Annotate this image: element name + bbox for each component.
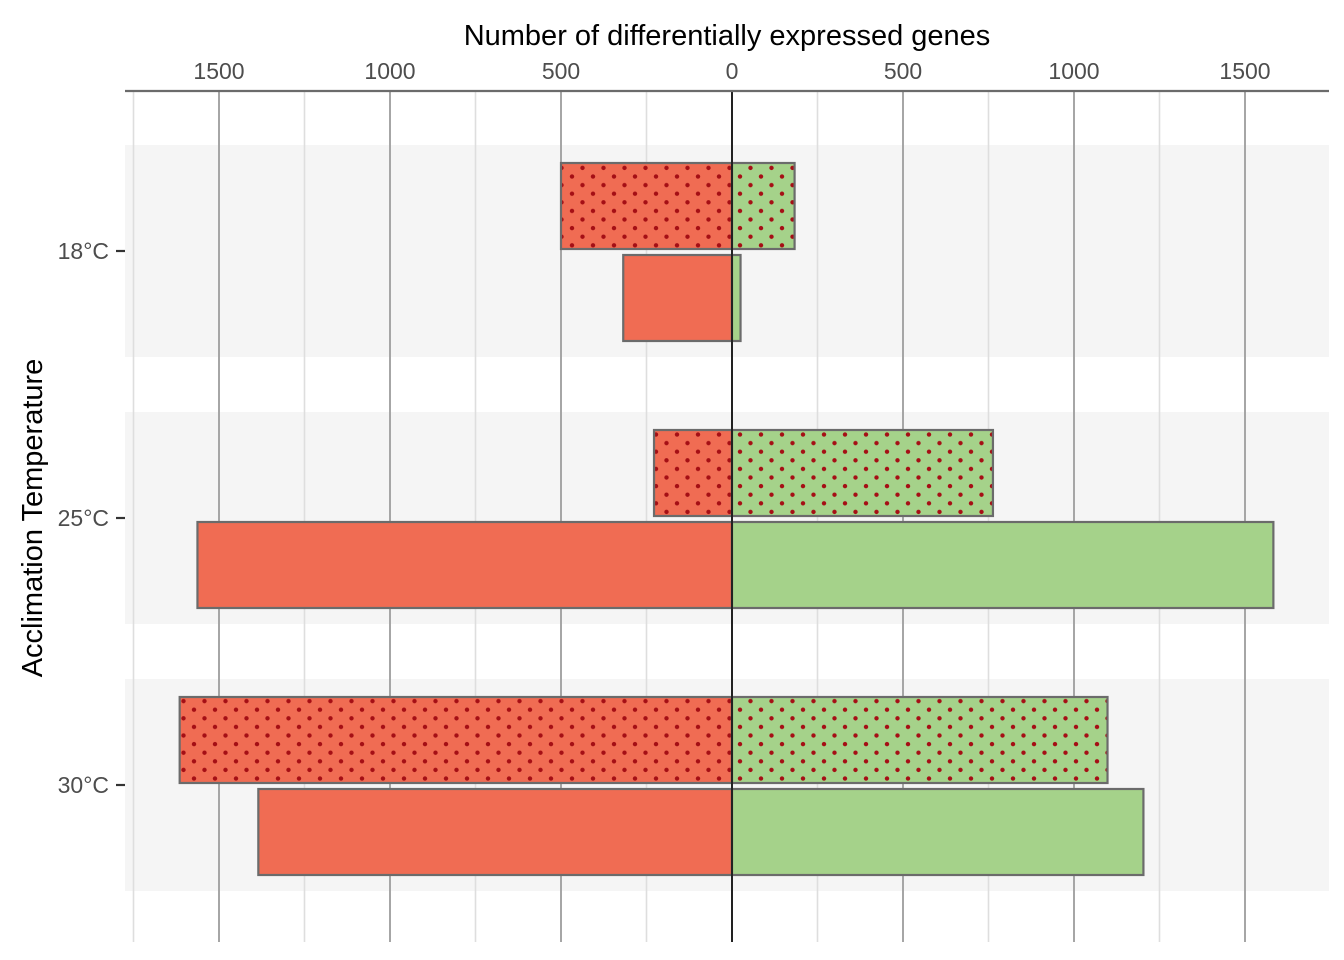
bar-up (732, 255, 741, 341)
bar-down-dots (654, 430, 732, 516)
y-tick-label: 25°C (58, 505, 109, 531)
axes: 1500 1000 500 0 500 1000 1500 18°C 25°C 30°C (58, 58, 1329, 942)
x-tick-label: 1500 (193, 58, 244, 84)
x-tick-label: 1500 (1219, 58, 1270, 84)
bar-up-dots (732, 163, 795, 249)
y-tick-label: 18°C (58, 238, 109, 264)
bar-down-dots (179, 697, 733, 783)
bar-down (258, 789, 732, 875)
x-tick-label: 500 (542, 58, 580, 84)
bar-up-dots (732, 430, 993, 516)
bar-up (732, 789, 1144, 875)
x-tick-label: 0 (726, 58, 739, 84)
bar-up (732, 522, 1274, 608)
bar-up-dots (732, 697, 1108, 783)
bar-down (623, 255, 732, 341)
x-axis-title: Number of differentially expressed genes (464, 20, 991, 52)
x-tick-label: 1000 (364, 58, 415, 84)
bar-down-dots (561, 163, 732, 249)
bars (178, 161, 1275, 877)
y-tick-label: 30°C (58, 772, 109, 798)
y-axis-title: Acclimation Temperature (17, 359, 49, 678)
x-tick-label: 1000 (1048, 58, 1099, 84)
x-tick-label: 500 (884, 58, 922, 84)
bar-down (197, 522, 733, 608)
